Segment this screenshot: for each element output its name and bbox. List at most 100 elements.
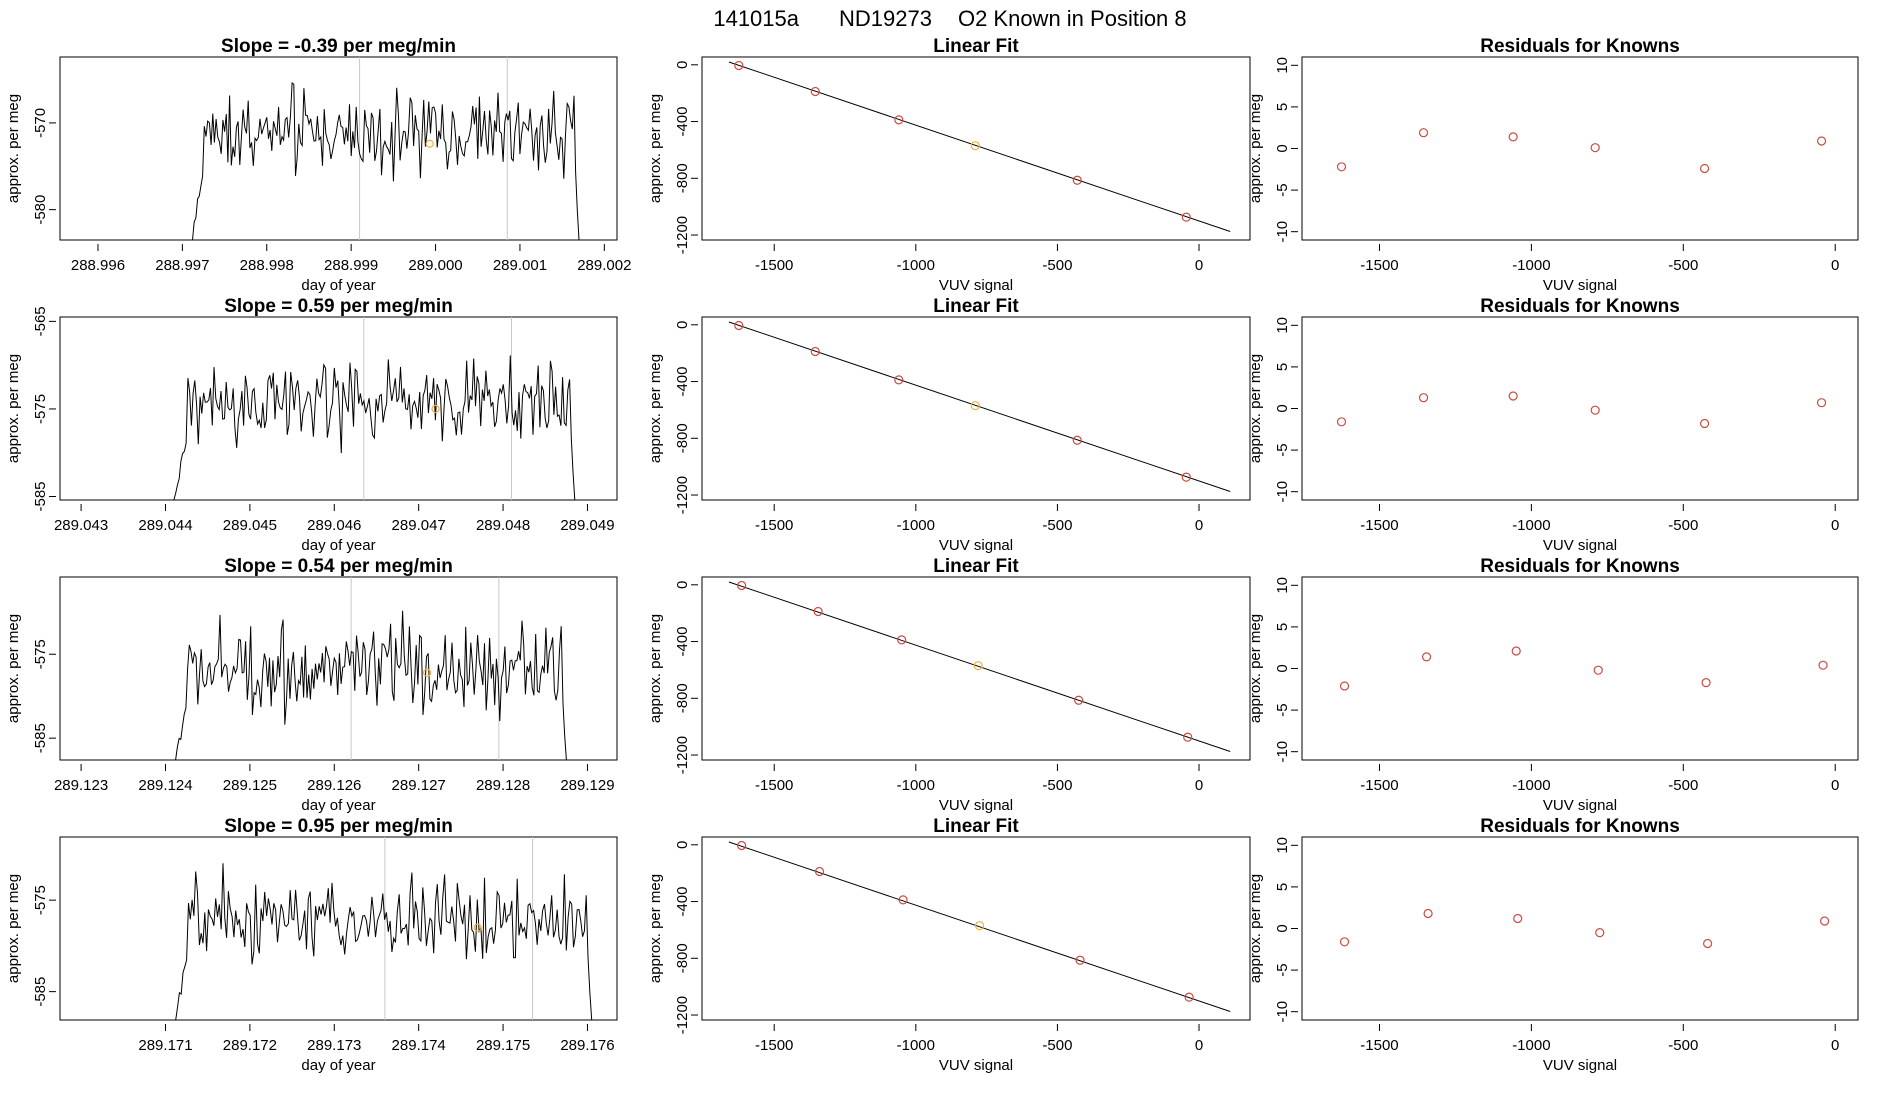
timeseries-2-y-tick-label: -575 [32,394,49,424]
timeseries-2-x-tick-label: 289.048 [476,517,530,534]
linear-fit-4-data-point [898,895,908,905]
linear-fit-2-x-axis-label: VUV signal [939,537,1013,554]
linear-fit-3-data-point [1183,732,1193,742]
linear-fit-2-data-point [894,375,904,385]
linear-fit-4-plot-frame [701,836,1251,1021]
run-id: 141015a [713,6,799,31]
residuals-3-title: Residuals for Knowns [1480,556,1680,577]
residuals-1-x-tick-label: 0 [1831,257,1839,274]
residuals-3-residual-point [1421,652,1432,662]
residuals-2-x-axis-label: VUV signal [1543,537,1617,554]
residuals-2-y-tick-label: 10 [1274,317,1291,334]
residuals-2-x-tick-label: -1000 [1512,517,1550,534]
linear-fit-1-y-axis-label: approx. per meg [647,94,664,203]
residuals-3-residual-point [1701,678,1711,688]
timeseries-3-known-point [423,668,432,677]
known-position: O2 Known in Position 8 [958,6,1187,31]
linear-fit-4-y-tick-label: -400 [674,887,691,917]
residuals-3-x-tick-label: -1000 [1512,777,1550,794]
timeseries-2-y-tick-label: -585 [32,481,49,511]
linear-fit-4-panel: Linear Fit VUV signal approx. per meg -1500… [647,816,1251,1074]
residuals-2-residual-point [1816,398,1827,408]
timeseries-1-panel: Slope = -0.39 per meg/min day of year appr… [5,36,631,294]
timeseries-2-x-tick-label: 289.049 [560,517,614,534]
linear-fit-3-y-tick-label: -400 [674,627,691,657]
timeseries-1-x-tick-label: 288.997 [155,257,209,274]
timeseries-4-panel: Slope = 0.95 per meg/min day of year appro… [5,816,618,1074]
linear-fit-2-y-axis-label: approx. per meg [647,354,664,463]
linear-fit-3-x-tick-label: -1500 [755,777,793,794]
timeseries-1-known-point [425,139,434,148]
timeseries-4-y-axis-label: approx. per meg [5,874,22,983]
linear-fit-2-y-tick-label: -1200 [674,476,691,514]
residuals-2-x-tick-label: -1500 [1360,517,1398,534]
residuals-2-x-tick-label: -500 [1668,517,1698,534]
residuals-1-x-tick-label: -1000 [1512,257,1550,274]
residuals-4-y-tick-label: 5 [1274,883,1291,891]
timeseries-3-x-tick-label: 289.125 [223,777,277,794]
linear-fit-1-plot-frame [701,56,1251,241]
linear-fit-3-data-point [1074,695,1084,705]
residuals-2-plot-frame [1301,316,1859,501]
residuals-3-residual-point [1593,665,1603,675]
linear-fit-3-fit-line [728,581,1231,752]
residuals-4-x-tick-label: -500 [1668,1037,1698,1054]
timeseries-3-y-axis-label: approx. per meg [5,614,22,723]
timeseries-1-x-tick-label: 289.000 [408,257,462,274]
residuals-3-x-axis-label: VUV signal [1543,797,1617,814]
residuals-1-y-tick-label: -5 [1274,183,1291,196]
linear-fit-2-x-tick-label: 0 [1195,517,1203,534]
timeseries-1-x-axis-label: day of year [301,277,375,294]
timeseries-3-x-tick-label: 289.129 [560,777,614,794]
cylinder-id: ND19273 [839,6,932,31]
linear-fit-2-data-point [734,320,744,331]
residuals-1-x-tick-label: -1500 [1360,257,1398,274]
residuals-4-residual-point [1595,928,1605,938]
timeseries-1-x-tick-label: 289.001 [493,257,547,274]
linear-fit-4-y-tick-label: -1200 [674,996,691,1034]
timeseries-2-title: Slope = 0.59 per meg/min [224,296,453,317]
figure-title: 141015a ND19273 O2 Known in Position 8 [713,6,1186,31]
panel-grid: Slope = -0.39 per meg/min day of year appr… [5,36,1859,1074]
residuals-4-residual-point [1423,908,1433,919]
linear-fit-1-y-tick-label: -800 [674,163,691,193]
linear-fit-4-y-axis-label: approx. per meg [647,874,664,983]
linear-fit-3-panel: Linear Fit VUV signal approx. per meg -1500… [647,556,1251,814]
residuals-1-residual-point [1816,136,1827,146]
timeseries-4-y-tick-label: -575 [32,885,49,915]
linear-fit-4-data-point [1184,992,1194,1002]
timeseries-3-panel: Slope = 0.54 per meg/min day of year appro… [5,556,618,814]
timeseries-3-title: Slope = 0.54 per meg/min [224,556,453,577]
linear-fit-4-fit-line [728,841,1231,1012]
linear-fit-2-data-point [970,401,980,411]
timeseries-2-known-point [431,404,440,414]
residuals-4-y-tick-label: 0 [1274,924,1291,932]
residuals-2-y-tick-label: -10 [1274,481,1291,503]
timeseries-2-x-tick-label: 289.045 [223,517,277,534]
linear-fit-2-x-tick-label: -1500 [755,517,793,534]
linear-fit-3-title: Linear Fit [933,556,1019,577]
linear-fit-1-x-tick-label: 0 [1195,257,1203,274]
residuals-3-x-tick-label: -500 [1668,777,1698,794]
linear-fit-2-data-point [810,346,820,357]
linear-fit-1-data-point [810,86,820,97]
linear-fit-2-y-tick-label: 0 [674,321,691,329]
residuals-2-residual-point [1508,391,1518,401]
timeseries-1-x-tick-label: 288.998 [240,257,294,274]
linear-fit-2-title: Linear Fit [933,296,1019,317]
residuals-2-residual-point [1590,405,1600,415]
timeseries-1-y-tick-label: -570 [32,108,49,138]
linear-fit-4-x-tick-label: -1000 [897,1037,935,1054]
timeseries-4-x-axis-label: day of year [301,1057,375,1074]
residuals-2-y-tick-label: -5 [1274,443,1291,456]
timeseries-2-signal-line [173,355,576,501]
linear-fit-1-y-tick-label: -400 [674,107,691,137]
residuals-3-y-axis-label: approx. per meg [1247,614,1264,723]
residuals-3-x-tick-label: 0 [1831,777,1839,794]
residuals-4-x-axis-label: VUV signal [1543,1057,1617,1074]
linear-fit-2-panel: Linear Fit VUV signal approx. per meg -1500… [647,296,1251,554]
linear-fit-1-y-tick-label: 0 [674,61,691,69]
timeseries-1-y-tick-label: -580 [32,195,49,225]
timeseries-2-panel: Slope = 0.59 per meg/min day of year appro… [5,296,618,554]
